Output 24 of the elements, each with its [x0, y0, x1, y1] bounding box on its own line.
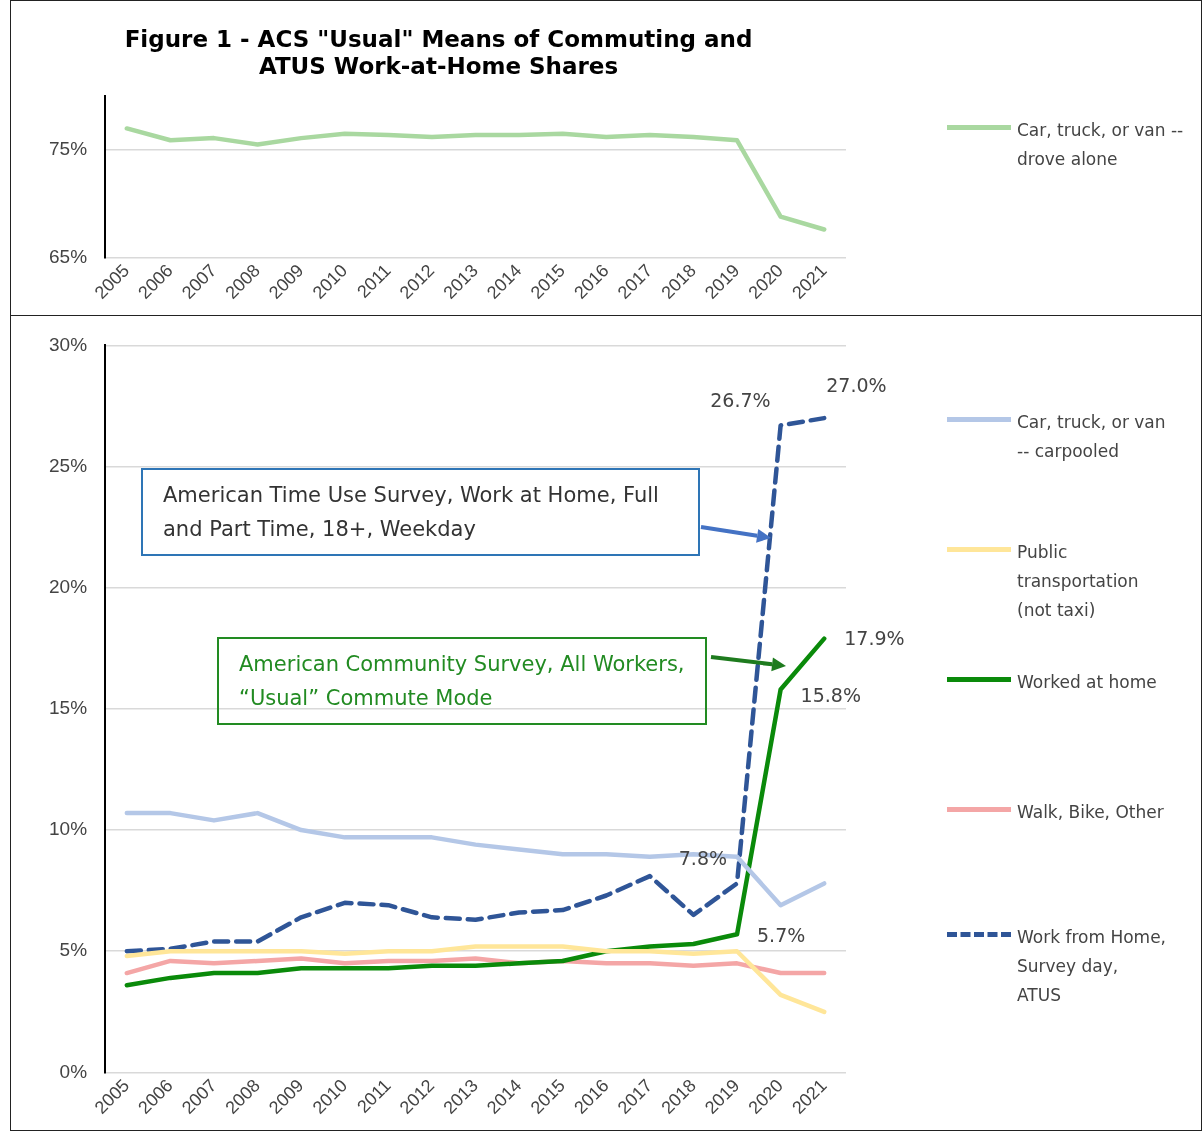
- legend-label: Worked at home: [1017, 671, 1158, 694]
- legend-label: Work from Home, Survey day, ATUS: [1017, 926, 1167, 1007]
- y-tick-label: 20%: [49, 575, 88, 597]
- data-label: 15.8%: [800, 683, 861, 706]
- y-tick-label: 30%: [49, 333, 88, 355]
- y-tick-label: 15%: [49, 697, 88, 719]
- y-tick-label: 65%: [49, 245, 88, 267]
- legend-label: Car, truck, or van -- carpooled: [1017, 411, 1167, 463]
- data-label: 7.8%: [678, 847, 728, 870]
- data-label: 27.0%: [826, 374, 887, 397]
- data-label: 5.7%: [757, 924, 806, 947]
- data-label: 26.7%: [710, 389, 771, 412]
- annotation: American Community Survey, All Workers, “Usual” Commute Mode: [217, 637, 707, 725]
- legend-label: Car, truck, or van -- drove alone: [1017, 119, 1185, 171]
- y-tick-label: 75%: [49, 138, 88, 160]
- y-tick-label: 5%: [59, 939, 88, 961]
- data-label: 17.9%: [844, 626, 905, 649]
- legend-label: Public transportation (not taxi): [1017, 541, 1140, 622]
- legend-label: Walk, Bike, Other: [1017, 801, 1165, 824]
- y-tick-label: 0%: [59, 1060, 88, 1082]
- y-tick-label: 25%: [49, 454, 88, 476]
- annotation: American Time Use Survey, Work at Home, Full and Part Time, 18+, Weekday: [141, 468, 700, 556]
- chart-title: Figure 1 - ACS "Usual" Means of Commuting and ATUS Work-at-Home Shares: [124, 25, 753, 80]
- y-tick-label: 10%: [49, 818, 88, 840]
